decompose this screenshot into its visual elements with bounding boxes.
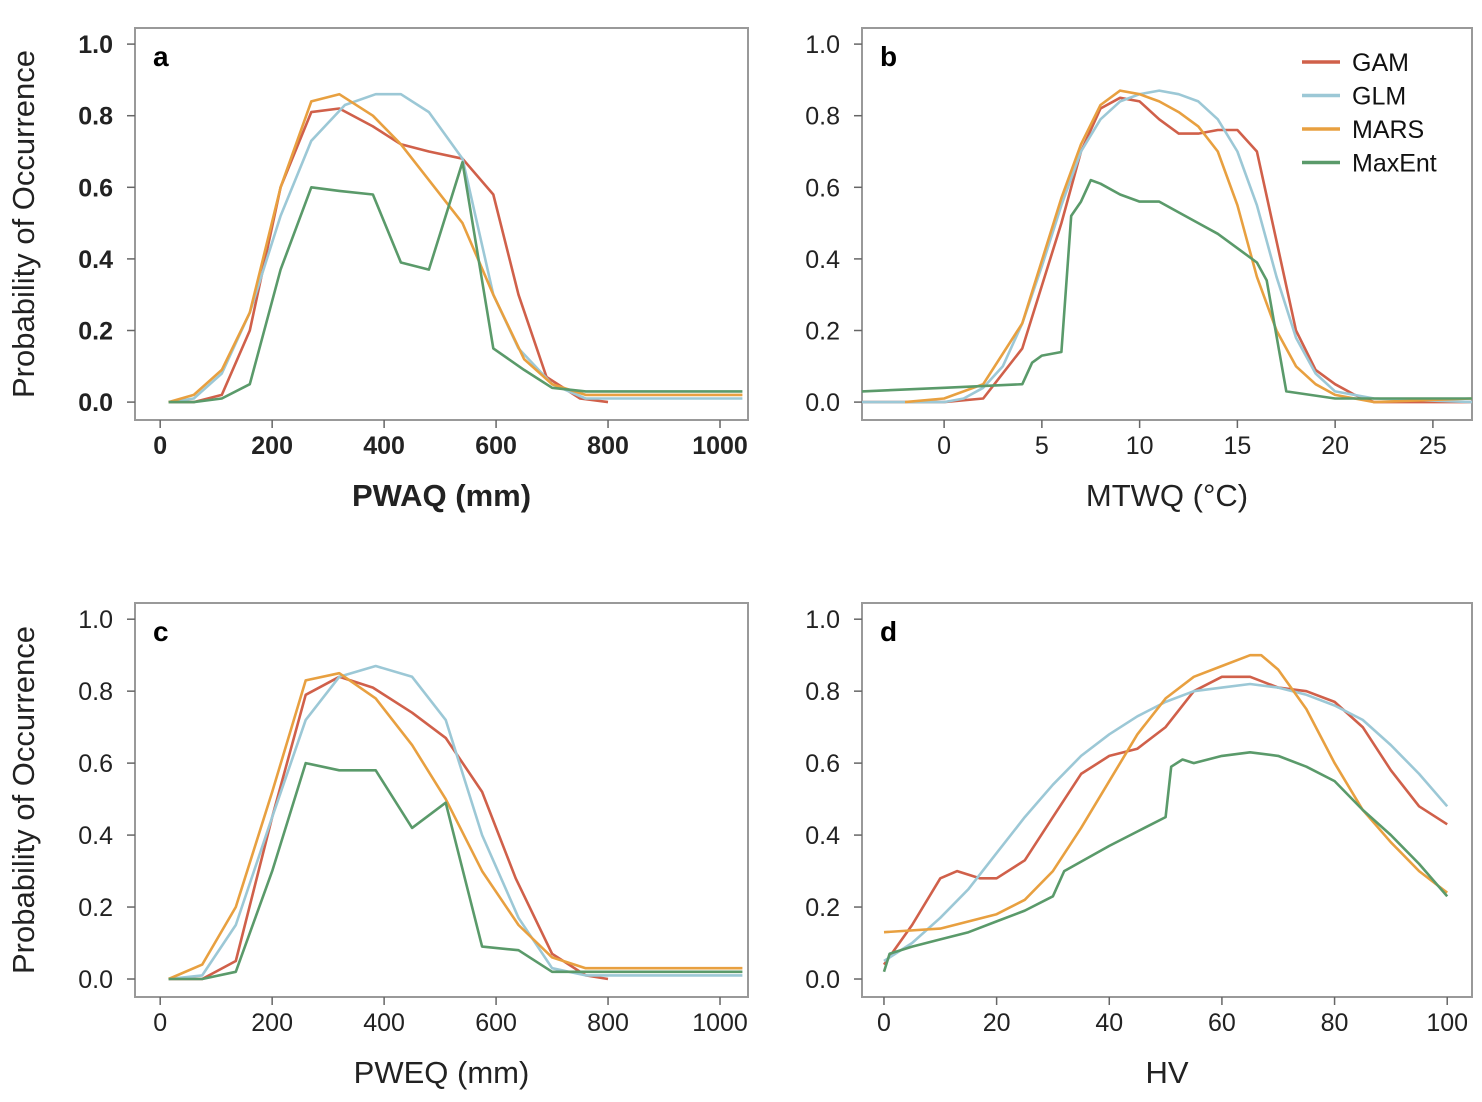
- y-tick-label: 0.2: [78, 894, 113, 922]
- panel-d: 0.0 0.2 0.4 0.6 0.8 1.0 0 20 40 60 80 100 HV d: [805, 602, 1473, 1090]
- y-tick-label: 0.2: [805, 894, 840, 922]
- y-tick-label: 0.6: [805, 174, 840, 202]
- x-tick-label: 80: [1321, 1009, 1349, 1037]
- series-line-gam: [168, 675, 609, 981]
- legend-item: GLM: [1302, 83, 1406, 111]
- y-tick-label: 0.4: [805, 822, 840, 850]
- x-axis-label: PWAQ (mm): [352, 478, 531, 513]
- series-line-mars: [168, 671, 743, 981]
- panel-a: 0.0 0.2 0.4 0.6 0.8 1.0 0 200 400 600 800 1000 PWAQ …: [6, 27, 749, 513]
- legend-label: GLM: [1352, 83, 1406, 111]
- y-tick-label: 0.0: [805, 389, 840, 417]
- x-tick-label: 15: [1223, 432, 1251, 460]
- series-line-mars: [904, 89, 1473, 404]
- y-tick-label: 0.8: [805, 103, 840, 131]
- y-tick-label: 1.0: [78, 31, 113, 59]
- y-tick-label: 0.6: [78, 750, 113, 778]
- series-line-gam: [882, 675, 1448, 966]
- x-tick-label: 20: [983, 1009, 1011, 1037]
- y-tick-label: 0.6: [78, 174, 113, 202]
- x-tick-label: 600: [475, 432, 517, 460]
- y-tick-label: 0.4: [78, 246, 113, 274]
- x-tick-label: 800: [587, 432, 629, 460]
- x-tick-label: 20: [1321, 432, 1349, 460]
- y-tick-label: 0.8: [805, 678, 840, 706]
- y-tick-label: 0.2: [78, 318, 113, 346]
- x-tick-label: 10: [1126, 432, 1154, 460]
- x-tick-label: 400: [363, 432, 405, 460]
- y-tick-label: 0.2: [805, 318, 840, 346]
- series-line-maxent: [168, 160, 743, 404]
- y-tick-label: 0.4: [805, 246, 840, 274]
- series-line-maxent: [882, 751, 1449, 973]
- x-tick-label: 600: [475, 1009, 517, 1037]
- y-tick-label: 0.8: [78, 678, 113, 706]
- x-tick-label: 0: [153, 1009, 167, 1037]
- series-line-glm: [883, 682, 1449, 963]
- y-tick-label: 1.0: [805, 31, 840, 59]
- series-line-mars: [168, 92, 743, 404]
- plot-frame: [134, 602, 749, 998]
- y-tick-label: 0.0: [805, 966, 840, 994]
- y-axis-label: Probability of Occurrence: [6, 50, 41, 398]
- y-tick-label: 0.4: [78, 822, 113, 850]
- legend-item: GAM: [1302, 49, 1409, 77]
- x-tick-label: 200: [251, 432, 293, 460]
- series-line-gam: [168, 107, 609, 404]
- x-tick-label: 400: [363, 1009, 405, 1037]
- y-axis-label: Probability of Occurrence: [6, 626, 41, 974]
- panel-b: 0.0 0.2 0.4 0.6 0.8 1.0 0 5 10 15 20 25 MTWQ (°C) b GA…: [805, 27, 1473, 513]
- x-tick-label: 40: [1095, 1009, 1123, 1037]
- legend-item: MARS: [1302, 116, 1424, 144]
- x-tick-label: 100: [1426, 1009, 1468, 1037]
- series-line-glm: [168, 664, 743, 981]
- panel-label: a: [153, 41, 169, 72]
- panel-label: d: [880, 616, 897, 647]
- x-axis-label: HV: [1145, 1055, 1188, 1090]
- y-tick-label: 1.0: [805, 606, 840, 634]
- x-axis-label: MTWQ (°C): [1086, 478, 1248, 513]
- x-tick-label: 60: [1208, 1009, 1236, 1037]
- legend-item: MaxEnt: [1302, 150, 1437, 178]
- legend-label: MARS: [1352, 116, 1424, 144]
- x-tick-label: 0: [877, 1009, 891, 1037]
- x-tick-label: 200: [251, 1009, 293, 1037]
- x-tick-label: 0: [153, 432, 167, 460]
- x-tick-label: 1000: [692, 1009, 748, 1037]
- series-line-mars: [883, 653, 1448, 934]
- y-tick-label: 0.6: [805, 750, 840, 778]
- y-tick-label: 1.0: [78, 606, 113, 634]
- x-axis-label: PWEQ (mm): [354, 1055, 530, 1090]
- x-tick-label: 800: [587, 1009, 629, 1037]
- series-line-maxent: [861, 178, 1472, 400]
- plot-frame: [134, 27, 749, 421]
- panel-c: 0.0 0.2 0.4 0.6 0.8 1.0 0 200 400 600 800 1000 PWEQ …: [6, 602, 749, 1090]
- series-line-glm: [862, 89, 1473, 404]
- panel-label: c: [153, 616, 169, 647]
- legend-label: MaxEnt: [1352, 150, 1437, 178]
- panel-label: b: [880, 41, 897, 72]
- y-tick-label: 0.8: [78, 103, 113, 131]
- x-tick-label: 5: [1035, 432, 1049, 460]
- y-tick-label: 0.0: [78, 966, 113, 994]
- x-tick-label: 1000: [692, 432, 748, 460]
- series-line-maxent: [168, 761, 743, 981]
- legend-label: GAM: [1352, 49, 1409, 77]
- x-tick-label: 0: [937, 432, 951, 460]
- series-line-gam: [862, 96, 1472, 404]
- x-tick-label: 25: [1419, 432, 1447, 460]
- y-tick-label: 0.0: [78, 389, 113, 417]
